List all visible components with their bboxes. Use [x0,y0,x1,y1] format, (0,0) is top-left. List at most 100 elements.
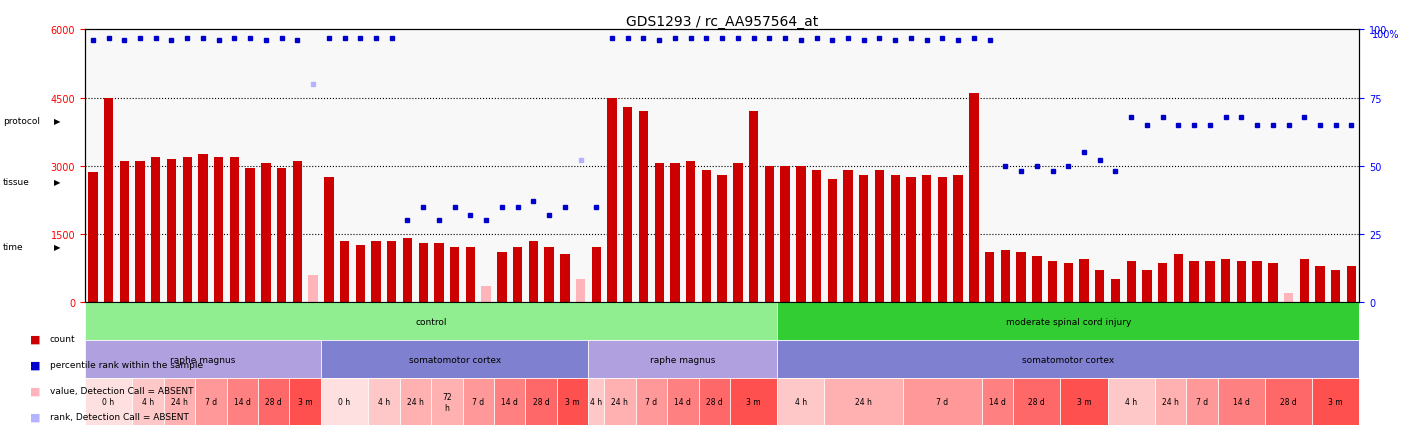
Bar [844,171,852,302]
Text: ■: ■ [30,386,41,395]
Bar [1264,378,1313,425]
Text: percentile rank within the sample: percentile rank within the sample [50,360,202,369]
Bar [136,162,144,302]
Bar [103,99,113,302]
Bar [1189,261,1199,302]
Bar [623,107,633,302]
Text: 4 h: 4 h [590,398,602,407]
Text: 14 d: 14 d [1233,398,1250,407]
Bar [245,168,255,302]
Text: control: control [415,317,447,326]
Bar [368,378,399,425]
Bar [667,378,698,425]
Bar [922,175,932,302]
Text: 28 d: 28 d [1280,398,1297,407]
Bar [1048,261,1058,302]
Text: 4 h: 4 h [142,398,154,407]
Bar [827,180,837,302]
Text: moderate spinal cord injury: moderate spinal cord injury [1005,317,1131,326]
Bar [132,378,164,425]
Bar [227,378,258,425]
Bar [528,241,538,302]
Text: 24 h: 24 h [171,398,188,407]
Text: 7 d: 7 d [205,398,217,407]
Bar [355,246,365,302]
Bar [777,340,1359,378]
Bar [525,378,556,425]
Text: somatomotor cortex: somatomotor cortex [409,355,501,364]
Bar [324,178,334,302]
Text: ▶: ▶ [54,243,61,252]
Bar [399,378,430,425]
Text: count: count [50,334,75,343]
Bar [1001,250,1010,302]
Bar [430,378,463,425]
Bar [731,378,777,425]
Text: 24 h: 24 h [855,398,872,407]
Bar [953,175,963,302]
Bar [1079,259,1089,302]
Text: 4 h: 4 h [1126,398,1137,407]
Bar [685,162,695,302]
Bar [167,159,176,302]
Bar [670,164,680,302]
Bar [450,248,459,302]
Bar [1236,261,1246,302]
Text: raphe magnus: raphe magnus [650,355,715,364]
Text: 7 d: 7 d [936,398,949,407]
Text: 28 d: 28 d [707,398,722,407]
Bar [309,275,317,302]
Bar [654,164,664,302]
Bar [85,378,132,425]
Bar [986,252,994,302]
Text: 0 h: 0 h [102,398,115,407]
Bar [1331,270,1341,302]
Bar [1110,279,1120,302]
Text: 7 d: 7 d [646,398,657,407]
Bar [1284,293,1293,302]
Text: 3 m: 3 m [565,398,581,407]
Text: 72
h: 72 h [442,392,452,411]
Bar [1014,378,1061,425]
Text: 14 d: 14 d [674,398,691,407]
Bar [371,241,381,302]
Bar [1218,378,1264,425]
Bar [340,241,350,302]
Text: 0 h: 0 h [338,398,351,407]
Bar [891,175,901,302]
Bar [119,162,129,302]
Bar [1174,255,1184,302]
Bar [765,166,775,302]
Bar [481,286,491,302]
Text: 100%: 100% [1372,30,1399,40]
Bar [937,178,947,302]
Bar [183,157,193,302]
Bar [589,378,605,425]
Text: 14 d: 14 d [234,398,251,407]
Bar [321,378,368,425]
Bar [1252,261,1262,302]
Text: 4 h: 4 h [794,398,807,407]
Bar [1300,259,1308,302]
Bar [777,302,1359,340]
Bar [1032,257,1042,302]
Text: ■: ■ [30,334,41,343]
Bar [1107,378,1155,425]
Bar [513,248,523,302]
Bar [152,157,160,302]
Bar [88,173,98,302]
Bar [293,162,302,302]
Text: 28 d: 28 d [532,398,549,407]
Bar [435,243,443,302]
Text: ▶: ▶ [54,178,61,187]
Bar [214,157,224,302]
Text: 3 m: 3 m [1076,398,1092,407]
Bar [198,155,208,302]
Text: tissue: tissue [3,178,30,187]
Bar [387,241,396,302]
Text: 28 d: 28 d [1028,398,1045,407]
Bar [463,378,494,425]
Text: ▶: ▶ [54,117,61,126]
Text: 7 d: 7 d [472,398,484,407]
Bar [1187,378,1218,425]
